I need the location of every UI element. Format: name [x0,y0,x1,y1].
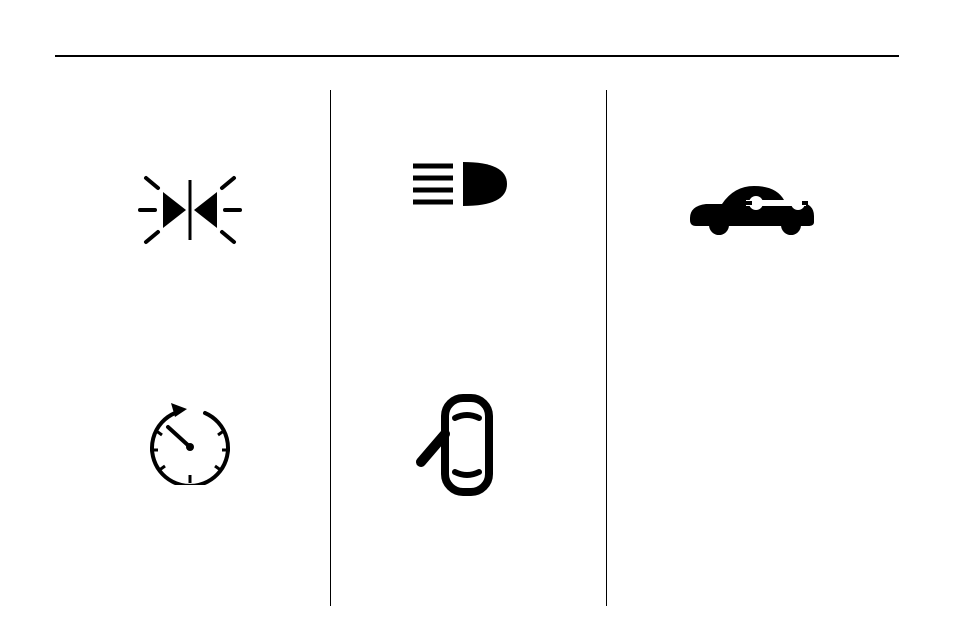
cell-hazard-lights [100,150,280,270]
cruise-control-icon [135,395,245,485]
service-vehicle-icon [680,170,820,240]
high-beam-icon [405,150,515,220]
column-divider-2 [606,90,607,606]
cell-service-vehicle [650,155,850,255]
hazard-lights-icon [130,170,250,250]
top-rule [55,55,899,57]
column-divider-1 [330,90,331,606]
cell-door-ajar [370,380,550,510]
door-ajar-icon [415,390,505,500]
cell-high-beam [370,135,550,235]
page [0,0,954,636]
cell-cruise-control [100,380,280,500]
